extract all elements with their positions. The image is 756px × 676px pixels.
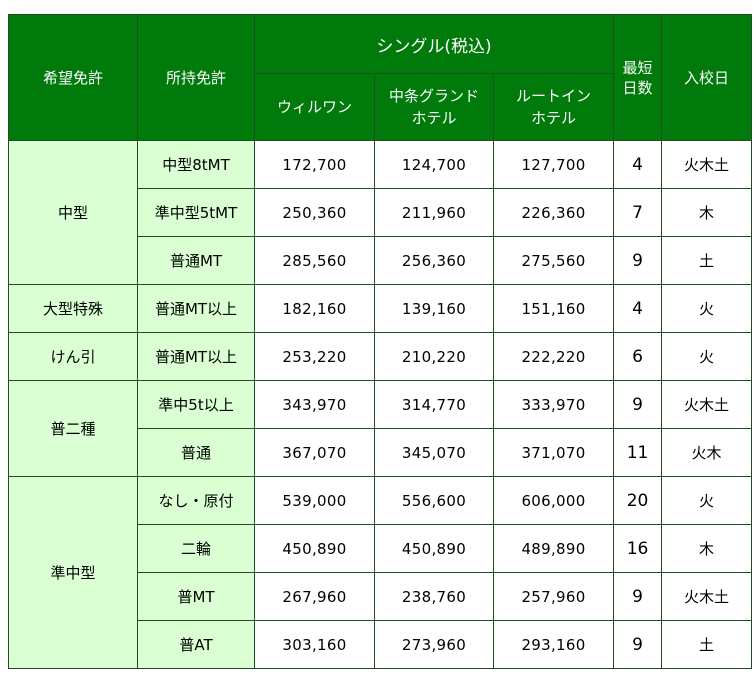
shortest-days-cell: 9 [613,236,663,285]
price-cell: 124,700 [374,140,494,189]
header-hotel-1: ウィルワン [254,73,375,141]
owned-license-cell: 二輪 [137,524,255,573]
price-cell: 275,560 [492,236,615,285]
header-days-label: 日数 [622,78,653,97]
header-single-tax: シングル(税込) [253,14,615,74]
price-cell: 450,890 [254,524,375,573]
entry-day-cell: 火木土 [661,380,753,429]
header-shortest-days: 最短 日数 [613,14,663,141]
price-cell: 253,220 [254,332,375,381]
table-row: 中型 中型8tMT 172,700 124,700 127,700 4 火木土 [8,140,753,285]
price-cell: 182,160 [254,284,375,333]
owned-license-cell: 準中型5tMT [137,188,255,237]
owned-license-cell: なし・原付 [137,476,255,525]
shortest-days-cell: 9 [613,572,663,621]
price-cell: 367,070 [254,428,375,477]
price-cell: 139,160 [374,284,494,333]
shortest-days-cell: 20 [613,476,663,525]
shortest-days-cell: 9 [613,380,663,429]
hotel-name: ルートイン ホテル [516,87,592,127]
table-body: 中型 中型8tMT 172,700 124,700 127,700 4 火木土 準中型5tMT… [8,140,753,669]
price-cell: 606,000 [492,476,615,525]
price-cell: 256,360 [374,236,494,285]
entry-day-cell: 火木 [661,428,753,477]
header-shortest-label: 最短 [622,58,653,77]
owned-license-cell: 普通MT以上 [137,332,255,381]
price-cell: 345,070 [374,428,494,477]
header-entry-day: 入校日 [661,14,753,141]
table-row: 二輪 450,890 450,890 489,890 16 木 [9,524,753,573]
owned-license-cell: 普AT [137,620,255,669]
shortest-days-cell: 4 [613,140,663,189]
price-cell: 222,220 [492,332,615,381]
table-row: 普通 367,070 345,070 371,070 11 火木 [9,428,753,477]
owned-license-cell: 普通 [137,428,255,477]
price-cell: 226,360 [492,188,615,237]
price-cell: 273,960 [374,620,494,669]
entry-day-cell: 火木土 [661,140,753,189]
price-cell: 267,960 [254,572,375,621]
entry-day-cell: 火 [661,284,753,333]
owned-license-cell: 準中5t以上 [137,380,255,429]
desired-license-cell: 大型特殊 [8,284,138,333]
hotel-name: 中条グランド ホテル [388,87,479,127]
price-cell: 211,960 [374,188,494,237]
price-cell: 238,760 [374,572,494,621]
header-desired-license: 希望免許 [8,14,138,141]
price-table-container: 希望免許 所持免許 シングル(税込) 最短 日数 入校日 ウィルワン 中条グラン… [8,14,753,669]
entry-day-cell: 火木土 [661,572,753,621]
table-header: 希望免許 所持免許 シングル(税込) 最短 日数 入校日 ウィルワン 中条グラン… [8,14,753,141]
shortest-days-cell: 4 [613,284,663,333]
price-cell: 151,160 [492,284,615,333]
header-owned-license: 所持免許 [137,14,255,141]
price-table: 希望免許 所持免許 シングル(税込) 最短 日数 入校日 ウィルワン 中条グラン… [8,14,753,669]
price-cell: 343,970 [254,380,375,429]
header-hotel-2: 中条グランド ホテル [374,73,494,141]
owned-license-cell: 普通MT以上 [137,284,255,333]
entry-day-cell: 木 [661,524,753,573]
table-row: 大型特殊 普通MT以上 182,160 139,160 151,160 4 火 [8,284,753,333]
entry-day-cell: 火 [661,332,753,381]
table-row: 普AT 303,160 273,960 293,160 9 土 [9,620,753,669]
entry-day-cell: 土 [661,620,753,669]
desired-license-cell: 中型 [8,140,138,285]
table-row: 普二種 準中5t以上 343,970 314,770 333,970 9 火木土 [8,380,753,477]
entry-day-cell: 火 [661,476,753,525]
table-row: 準中型 なし・原付 539,000 556,600 606,000 20 火 [8,476,753,669]
entry-day-cell: 土 [661,236,753,285]
desired-license-cell: 準中型 [8,476,138,669]
price-cell: 127,700 [492,140,615,189]
owned-license-cell: 中型8tMT [137,140,255,189]
price-cell: 371,070 [492,428,615,477]
hotel-name: ウィルワン [276,98,352,116]
price-cell: 333,970 [492,380,615,429]
desired-license-cell: 普二種 [8,380,138,477]
shortest-days-cell: 6 [613,332,663,381]
header-hotel-3: ルートイン ホテル [492,73,615,141]
price-cell: 210,220 [374,332,494,381]
price-cell: 303,160 [254,620,375,669]
table-row: 準中型5tMT 250,360 211,960 226,360 7 木 [9,188,753,237]
shortest-days-cell: 9 [613,620,663,669]
shortest-days-cell: 7 [613,188,663,237]
desired-license-cell: けん引 [8,332,138,381]
table-row: けん引 普通MT以上 253,220 210,220 222,220 6 火 [8,332,753,381]
price-cell: 450,890 [374,524,494,573]
price-cell: 293,160 [492,620,615,669]
price-cell: 314,770 [374,380,494,429]
price-cell: 489,890 [492,524,615,573]
price-cell: 556,600 [374,476,494,525]
owned-license-cell: 普通MT [137,236,255,285]
entry-day-cell: 木 [661,188,753,237]
price-cell: 172,700 [254,140,375,189]
price-cell: 250,360 [254,188,375,237]
owned-license-cell: 普MT [137,572,255,621]
price-cell: 257,960 [492,572,615,621]
shortest-days-cell: 11 [613,428,663,477]
price-cell: 285,560 [254,236,375,285]
price-cell: 539,000 [254,476,375,525]
shortest-days-cell: 16 [613,524,663,573]
